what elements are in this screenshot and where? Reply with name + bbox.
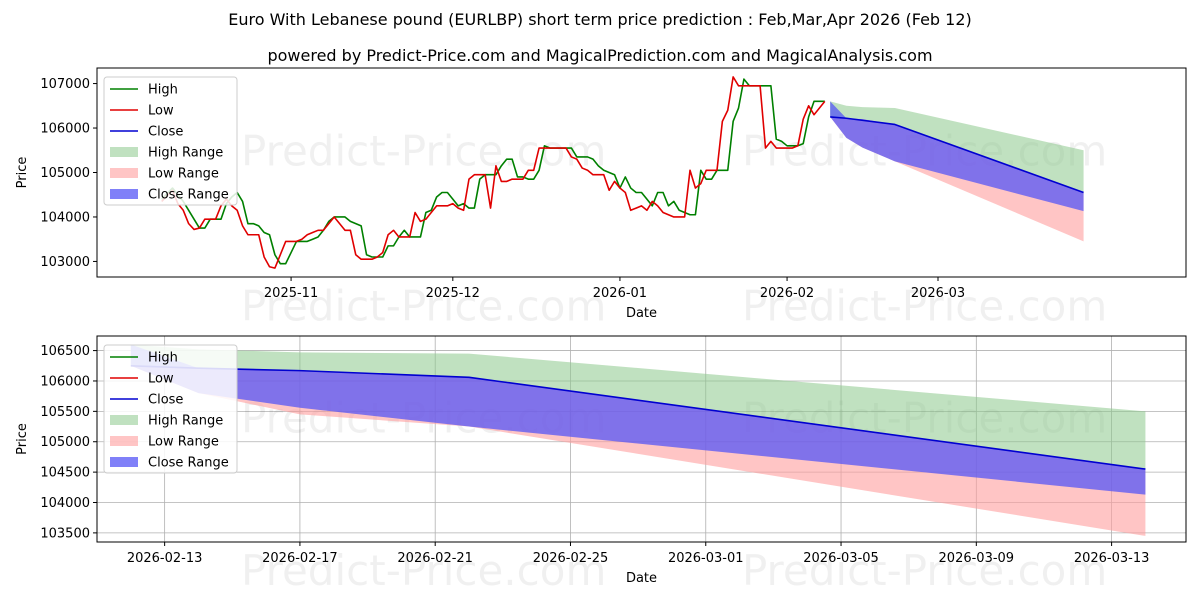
bottom-legend-label-high: High — [148, 351, 178, 366]
bottom-y-tick-label-2: 104500 — [40, 466, 90, 481]
bottom-x-tick-label-7: 2026-03-13 — [1074, 551, 1150, 566]
bottom-x-tick-label-4: 2026-03-01 — [668, 551, 744, 566]
bottom-x-tick-label-2: 2026-02-21 — [397, 551, 473, 566]
bottom-watermark-lower-1: Predict-Price.com — [742, 546, 1107, 595]
bottom-legend-label-close: Close — [148, 393, 183, 408]
bottom-legend-swatch-high-range — [110, 415, 138, 425]
bottom-close-range-area — [130, 344, 1146, 495]
bottom-legend-label-low: Low — [148, 372, 174, 387]
top-legend-label-low: Low — [148, 104, 174, 119]
bottom-legend-label-low-range: Low Range — [148, 435, 219, 450]
bottom-axes-frame — [96, 335, 1187, 543]
top-y-tick-label-4: 107000 — [40, 77, 90, 92]
top-legend-label-close-range: Close Range — [148, 188, 229, 203]
bottom-x-tick-label-3: 2026-02-25 — [533, 551, 609, 566]
bottom-y-tick-label-0: 103500 — [40, 526, 90, 541]
top-x-tick-label-4: 2026-03 — [911, 286, 965, 301]
top-legend-label-high: High — [148, 83, 178, 98]
bottom-legend-swatch-close-range — [110, 457, 138, 467]
bottom-watermark-lower-0: Predict-Price.com — [241, 546, 606, 595]
top-plot: Predict-Price.com Predict-Price.com Predic… — [15, 67, 1187, 330]
top-y-tick-label-1: 104000 — [40, 210, 90, 225]
bottom-legend-label-close-range: Close Range — [148, 456, 229, 471]
top-watermark-lower-1: Predict-Price.com — [742, 281, 1107, 330]
top-close-range-area — [830, 101, 1084, 212]
bottom-x-tick-label-5: 2026-03-05 — [803, 551, 879, 566]
bottom-x-axis-label: Date — [626, 571, 657, 586]
bottom-x-tick-label-0: 2026-02-13 — [127, 551, 203, 566]
chart-title: Euro With Lebanese pound (EURLBP) short … — [228, 10, 972, 29]
top-y-tick-label-0: 103000 — [40, 255, 90, 270]
bottom-plot: Predict-Price.comPredict-Price.comPredic… — [15, 335, 1187, 595]
bottom-x-tick-label-1: 2026-02-17 — [262, 551, 338, 566]
top-x-tick-label-0: 2025-11 — [264, 286, 318, 301]
top-legend-swatch-high-range — [110, 147, 138, 157]
bottom-y-tick-label-1: 104000 — [40, 496, 90, 511]
bottom-legend-label-high-range: High Range — [148, 414, 223, 429]
top-x-tick-label-1: 2025-12 — [426, 286, 480, 301]
top-legend-swatch-close-range — [110, 189, 138, 199]
top-legend: High Low Close High Range Low Range Close Ran… — [103, 76, 238, 206]
bottom-y-tick-label-4: 105500 — [40, 405, 90, 420]
top-y-tick-label-3: 106000 — [40, 122, 90, 137]
top-x-tick-label-2: 2026-01 — [593, 286, 647, 301]
top-series-group — [161, 76, 1084, 269]
top-x-axis-label: Date — [626, 306, 657, 321]
bottom-y-axis-label: Price — [15, 423, 30, 455]
top-y-axis-label: Price — [15, 157, 30, 189]
top-legend-label-close: Close — [148, 125, 183, 140]
top-legend-label-high-range: High Range — [148, 146, 223, 161]
bottom-legend: High Low Close High Range Low Range Close Ran… — [103, 344, 238, 474]
bottom-y-tick-label-3: 105000 — [40, 435, 90, 450]
bottom-y-tick-label-5: 106000 — [40, 374, 90, 389]
top-legend-swatch-low-range — [110, 168, 138, 178]
top-x-tick-label-3: 2026-02 — [760, 286, 814, 301]
bottom-y-tick-label-6: 106500 — [40, 344, 90, 359]
bottom-legend-swatch-low-range — [110, 436, 138, 446]
top-watermark-lower-0: Predict-Price.com — [241, 281, 606, 330]
chart-subtitle: powered by Predict-Price.com and Magical… — [267, 46, 933, 65]
bottom-x-tick-label-6: 2026-03-09 — [939, 551, 1015, 566]
top-y-tick-label-2: 105000 — [40, 166, 90, 181]
top-watermark-0: Predict-Price.com — [241, 127, 606, 176]
top-legend-label-low-range: Low Range — [148, 167, 219, 182]
top-close-line — [830, 116, 1084, 194]
top-low-line — [161, 76, 826, 269]
